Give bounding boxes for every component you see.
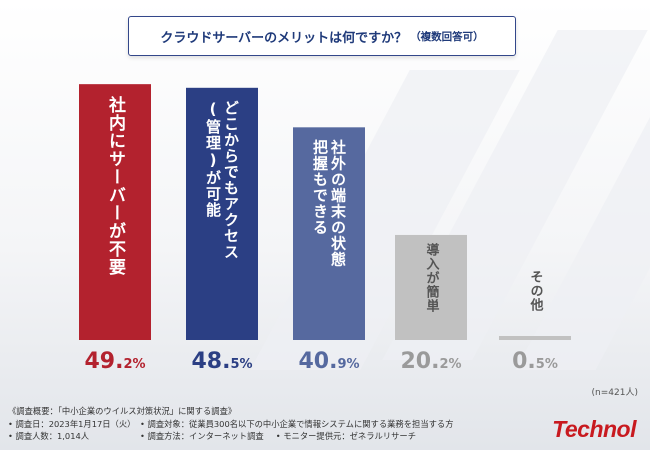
survey-target: • 調査対象：従業員300名以下の中小企業で情報システムに関する業務を担当する方 xyxy=(140,418,454,429)
survey-date: • 調査日：2023年1月17日（火） xyxy=(8,418,136,429)
bar-category-label: (管理)が可能 xyxy=(204,100,222,218)
chart-title-main: クラウドサーバーのメリットは何ですか？ xyxy=(160,30,408,46)
bar-value-label: 49.2% xyxy=(84,349,145,374)
bar-value-label: 20.2% xyxy=(400,349,461,374)
bar-value-label: 0.5% xyxy=(512,349,558,374)
bar-value-label: 48.5% xyxy=(191,349,252,374)
bar xyxy=(186,87,258,340)
chart-title: クラウドサーバーのメリットは何ですか？ （複数回答可） xyxy=(128,16,516,56)
sample-size-note: (n=421人) xyxy=(591,388,638,398)
bar xyxy=(499,336,571,340)
chart-title-sub: （複数回答可） xyxy=(410,30,484,43)
bar-category-label: 導入が簡単 xyxy=(424,242,441,313)
survey-footer: 《調査概要：「中小企業のウイルス対策状況」に関する調査》 • 調査日：2023年… xyxy=(8,405,454,443)
bar-category-label: その他 xyxy=(528,270,545,312)
bar xyxy=(293,127,365,340)
bar xyxy=(79,84,151,340)
survey-overview: 《調査概要：「中小企業のウイルス対策状況」に関する調査》 xyxy=(8,406,237,416)
survey-monitor: • モニター提供元：ゼネラルリサーチ xyxy=(275,431,416,441)
bar-category-label: 把握もできる xyxy=(311,139,329,236)
survey-count: • 調査人数：1,014人 xyxy=(8,431,90,441)
bar-value-label: 40.9% xyxy=(298,349,359,374)
bar xyxy=(395,234,467,340)
survey-method: • 調査方法：インターネット調査 xyxy=(140,431,264,441)
bar-category-label: 社内にサーバーが不要 xyxy=(105,95,127,276)
bar-category-label: どこからでもアクセス xyxy=(222,100,240,260)
technol-logo: Technol xyxy=(552,416,636,442)
bar-category-label: 社外の端末の状態 xyxy=(329,139,347,268)
